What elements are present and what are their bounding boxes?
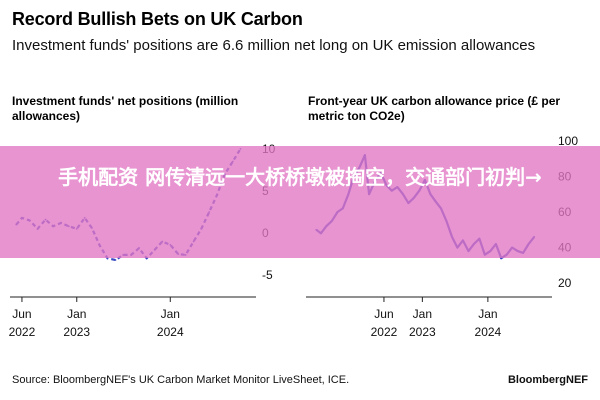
y-tick-label: 100 — [558, 134, 578, 148]
y-tick-label: 20 — [558, 276, 572, 290]
x-tick-label: 2023 — [63, 325, 90, 339]
x-tick-label: Jan — [67, 307, 86, 321]
data-point — [114, 259, 117, 261]
x-tick-label: 2022 — [9, 325, 36, 339]
chart-title: Record Bullish Bets on UK Carbon — [12, 9, 303, 29]
x-tick-label: 2022 — [371, 325, 398, 339]
x-tick-label: Jan — [161, 307, 180, 321]
promo-banner[interactable]: 手机配资 网传清远一大桥桥墩被掏空，交通部门初判→ — [0, 146, 600, 258]
bloomberg-nef-logo: BloombergNEF — [507, 374, 588, 386]
chart-subtitle: Investment funds' positions are 6.6 mill… — [12, 37, 536, 54]
promo-banner-text[interactable]: 手机配资 网传清远一大桥桥墩被掏空，交通部门初判→ — [58, 165, 542, 189]
y-tick-label: -5 — [262, 268, 273, 282]
source-note: Source: BloombergNEF's UK Carbon Market … — [12, 374, 350, 386]
x-tick-label: 2023 — [409, 325, 436, 339]
x-tick-label: Jan — [413, 307, 432, 321]
left-panel-title: Investment funds' net positions (million… — [12, 94, 239, 123]
x-tick-label: 2024 — [475, 325, 502, 339]
x-tick-label: Jan — [478, 307, 497, 321]
x-tick-label: 2024 — [157, 325, 184, 339]
right-panel-title: Front-year UK carbon allowance price (£ … — [308, 94, 561, 123]
x-tick-label: Jun — [12, 307, 31, 321]
x-tick-label: Jun — [374, 307, 393, 321]
